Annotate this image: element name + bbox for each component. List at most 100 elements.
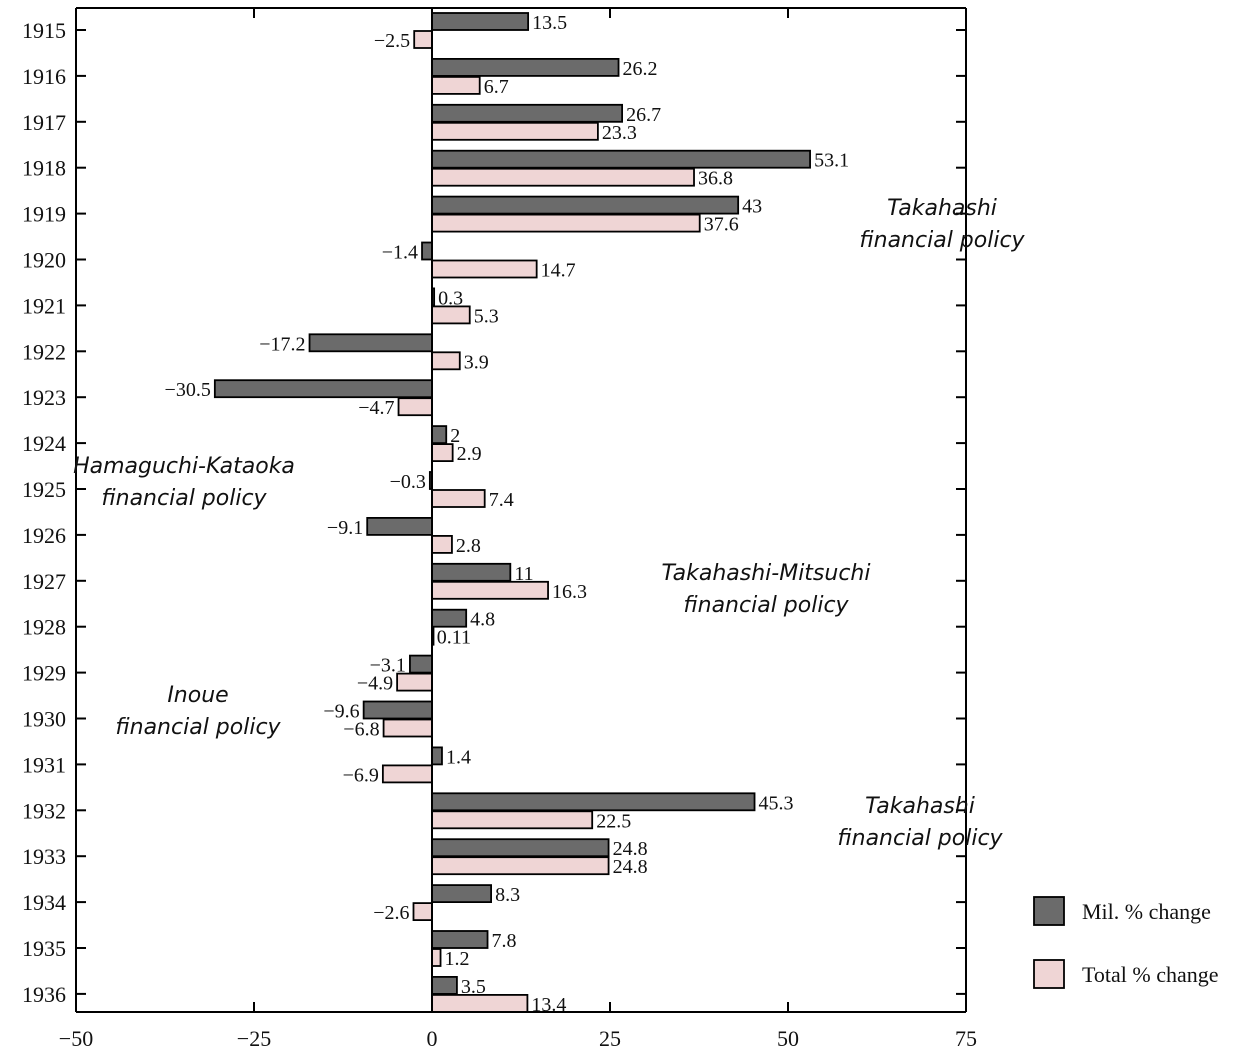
bars-layer [213,12,811,1013]
axes-layer: −50 −25 0 25 50 75 1915 1916 1917 1918 1919 1920 192… [22,7,977,1051]
y-tick-label: 1921 [22,293,66,318]
mil-change-bar [431,195,740,215]
total-change-bar [412,902,433,921]
legend-label-total: Total % change [1082,962,1219,987]
total-change-bar [431,535,453,554]
total-change-value-label: 36.8 [698,168,733,190]
total-change-bar [431,213,701,233]
policy-annotation: financial policy [115,715,281,740]
y-tick-label: 1925 [22,477,66,502]
y-tick-label: 1916 [22,64,66,89]
total-change-bar [382,718,433,738]
mil-change-value-label: −9.1 [327,517,363,539]
mil-change-value-label: 8.3 [495,884,520,906]
mil-change-value-label: 45.3 [759,792,794,814]
total-change-value-label: −6.9 [343,764,379,786]
mil-change-bar [431,562,512,582]
mil-change-bar [431,792,756,812]
y-tick-label: 1923 [22,385,66,410]
mil-change-bar [431,149,811,169]
mil-change-value-label: −17.2 [259,333,305,355]
total-change-value-label: 22.5 [596,810,631,832]
policy-annotation: financial policy [683,593,849,618]
y-tick-label: 1922 [22,339,66,364]
policy-annotation: financial policy [859,228,1025,253]
y-tick-label: 1918 [22,156,66,181]
policy-annotation: financial policy [837,826,1003,851]
mil-change-value-label: 7.8 [492,930,517,952]
policy-annotation: Takahashi-Mitsuchi [662,561,871,586]
x-tick-label: 25 [599,1026,621,1051]
total-change-value-label: 24.8 [613,856,648,878]
y-tick-label: 1933 [22,844,66,869]
labels-layer: 13.5 26.2 26.7 53.1 43 −1.4 0.3 −17.2 −30.5 2 −0.3… [165,12,850,1016]
legend-swatch-total [1033,959,1065,989]
total-change-value-label: 2.9 [457,443,482,465]
annotation-layer: Takahashi financial policy Hamaguchi-Katao… [73,196,1025,851]
mil-change-value-label: −1.4 [382,242,418,264]
mil-change-value-label: −0.3 [390,471,426,493]
total-change-value-label: 3.9 [464,351,489,373]
mil-change-bar [409,654,433,674]
mil-change-bar [421,241,433,261]
y-tick-label: 1936 [22,982,66,1007]
policy-annotation: Inoue [167,683,228,708]
total-change-value-label: −2.6 [373,902,409,924]
mil-change-bar [431,976,458,995]
legend-swatch-mil [1033,896,1065,926]
y-tick-label: 1924 [22,431,66,456]
total-change-value-label: 7.4 [489,489,514,511]
mil-change-bar [431,608,468,628]
mil-change-value-label: 4.8 [470,609,495,631]
total-change-value-label: 13.4 [531,994,566,1016]
mil-change-bar [366,517,433,536]
policy-annotation: Takahashi [887,196,997,221]
mil-change-value-label: 53.1 [814,150,849,172]
x-tick-label: 0 [427,1026,438,1051]
y-tick-label: 1931 [22,752,66,777]
total-change-bar [431,948,442,967]
total-change-value-label: 16.3 [552,581,587,603]
mil-change-bar [431,425,448,445]
mil-change-bar [431,930,489,949]
total-change-bar [431,76,481,95]
total-change-bar [431,810,594,830]
mil-change-bar [431,103,624,123]
y-tick-label: 1919 [22,202,66,227]
total-change-value-label: −4.9 [357,673,393,695]
total-change-value-label: 14.7 [541,260,576,282]
total-change-value-label: 23.3 [602,122,637,144]
mil-change-value-label: 2 [450,425,460,447]
y-tick-label: 1928 [22,615,66,640]
y-tick-label: 1920 [22,248,66,273]
mil-change-value-label: 3.5 [461,976,486,998]
mil-change-value-label: 1.4 [446,746,471,768]
mil-change-value-label: −9.6 [323,701,359,723]
mil-change-bar [431,746,443,766]
total-change-bar [431,489,486,508]
mil-change-value-label: 26.2 [623,58,658,80]
total-change-bar [381,764,433,784]
total-change-bar [431,121,599,141]
total-change-value-label: 1.2 [445,948,470,970]
mil-change-bar [308,333,433,353]
y-tick-label: 1917 [22,110,66,135]
mil-change-value-label: 26.7 [626,104,661,126]
mil-change-value-label: 11 [514,563,533,585]
total-change-bar [397,397,433,417]
y-tick-label: 1934 [22,890,66,915]
total-change-bar [413,30,433,49]
mil-change-bar [431,884,492,903]
mil-change-value-label: 43 [742,196,762,218]
policy-annotation: Hamaguchi-Kataoka [73,454,295,479]
total-change-value-label: −4.7 [358,397,394,419]
y-tick-label: 1915 [22,18,66,43]
y-tick-label: 1929 [22,661,66,686]
mil-change-bar [213,379,433,399]
policy-annotation: financial policy [101,486,267,511]
y-tick-label: 1935 [22,936,66,961]
x-tick-label: −50 [59,1026,93,1051]
total-change-bar [431,856,610,876]
x-tick-label: −25 [237,1026,271,1051]
